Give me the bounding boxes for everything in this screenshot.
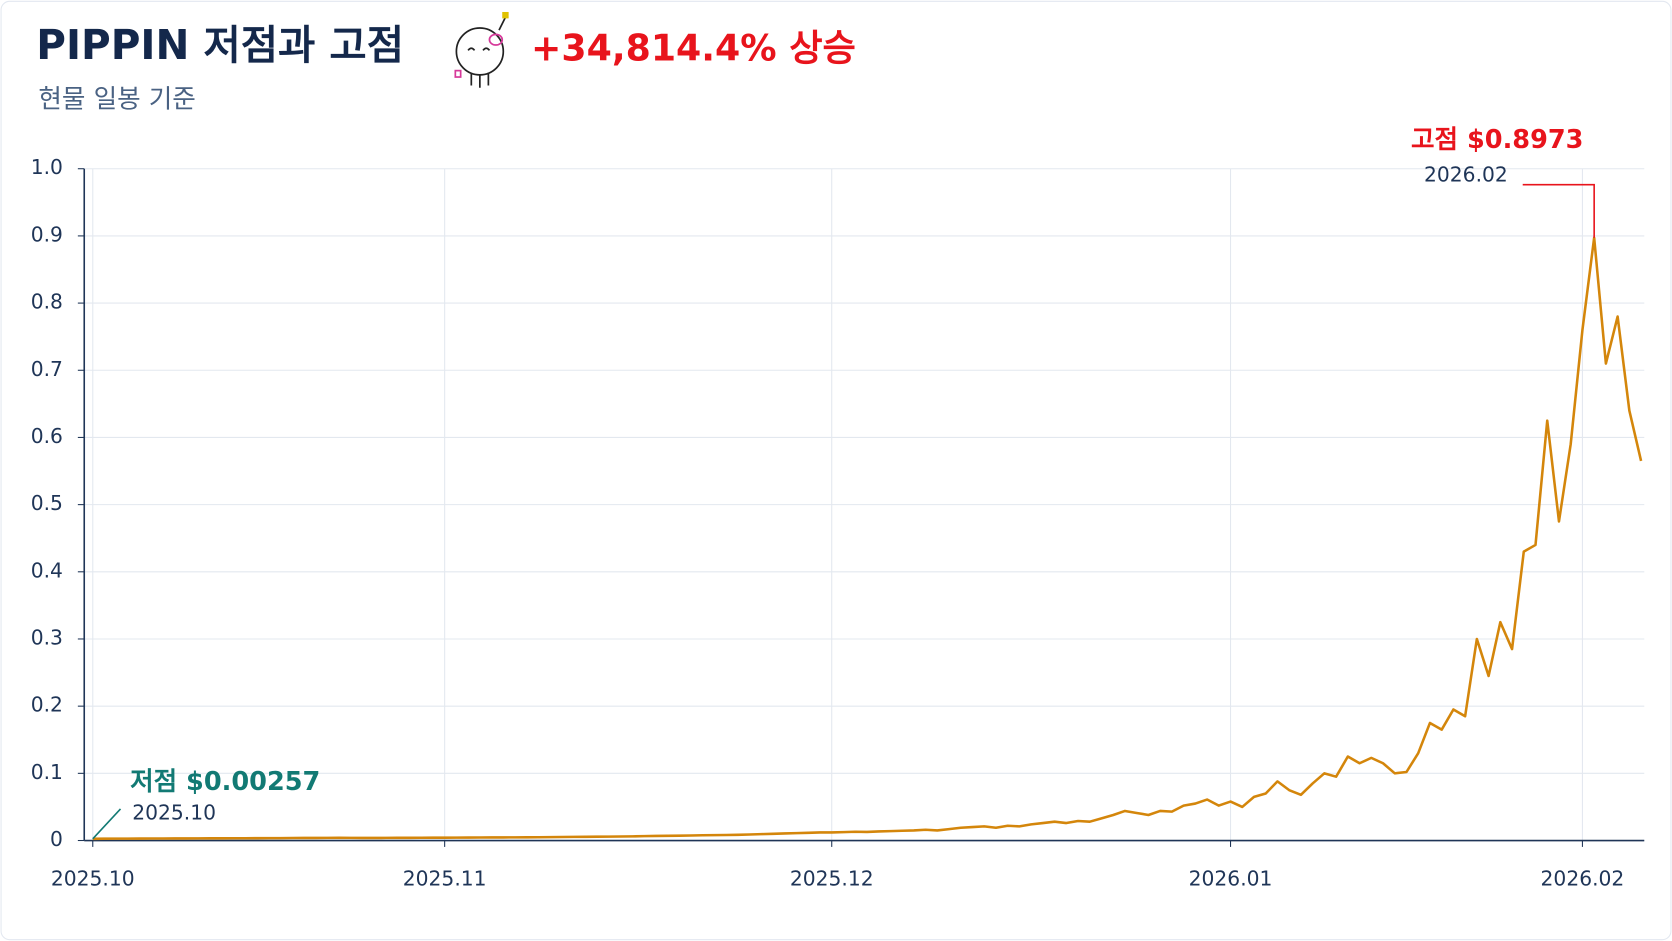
x-tick-label: 2026.01: [1189, 866, 1273, 890]
y-tick-label: 0.2: [31, 693, 63, 717]
y-tick-label: 0.6: [31, 424, 63, 448]
high-date: 2026.02: [1424, 163, 1508, 187]
y-tick-label: 0.7: [31, 357, 63, 381]
low-date: 2025.10: [132, 800, 216, 824]
y-tick-label: 1.0: [31, 155, 63, 179]
headline: +34,814.4% 상승: [531, 26, 856, 69]
y-tick-label: 0.1: [31, 760, 63, 784]
x-tick-label: 2025.11: [403, 866, 487, 890]
x-tick-label: 2026.02: [1541, 866, 1625, 890]
y-tick-label: 0.5: [31, 491, 63, 515]
mascot-icon: [454, 11, 509, 88]
y-tick-label: 0: [50, 827, 63, 851]
x-tick-label: 2025.10: [51, 866, 135, 890]
price-line: [92, 236, 1643, 841]
subtitle: 현물 일봉 기준: [38, 84, 195, 114]
high-leader: [1522, 183, 1595, 238]
low-leader: [92, 808, 122, 840]
y-tick-label: 0.8: [31, 290, 63, 314]
y-tick-label: 0.3: [31, 625, 63, 649]
low-label: 저점 $0.00257: [130, 767, 320, 797]
x-tick-label: 2025.12: [790, 866, 874, 890]
y-tick-label: 0.9: [31, 222, 63, 246]
y-tick-label: 0.4: [31, 558, 63, 582]
high-label: 고점 $0.8973: [1411, 125, 1583, 155]
chart-title: PIPPIN 저점과 고점: [36, 21, 404, 69]
